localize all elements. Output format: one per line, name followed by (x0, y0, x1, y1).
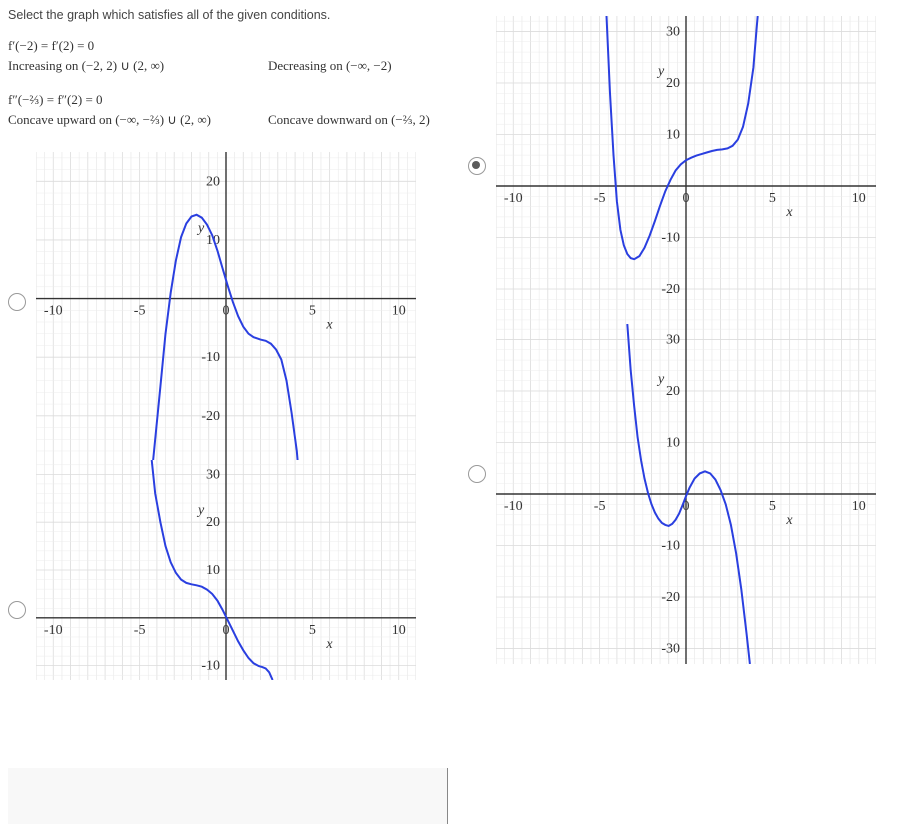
cond-line3: f″(−⅔) = f″(2) = 0 (8, 92, 268, 108)
ytick-label: 20 (206, 515, 220, 530)
graph-svg-C: -10-50510-30-20-10102030xy (496, 16, 876, 356)
graph-svg-D: -10-50510-30-20-10102030xy (496, 324, 876, 664)
ytick-label: 30 (206, 467, 220, 482)
xtick-label: 5 (309, 623, 316, 638)
conditions-block: f′(−2) = f′(2) = 0 Increasing on (−2, 2)… (8, 34, 448, 132)
cond-line4-left: Concave upward on (−∞, −⅔) ∪ (2, ∞) (8, 112, 268, 128)
xtick-label: 10 (852, 499, 866, 514)
y-axis-label: y (196, 221, 205, 236)
xtick-label: 5 (769, 191, 776, 206)
xtick-label: -5 (594, 499, 606, 514)
left-column: Select the graph which satisfies all of … (8, 8, 448, 824)
x-axis-label: x (325, 637, 333, 652)
ytick-label: -20 (661, 282, 680, 297)
right-column: -10-50510-30-20-10102030xy -10-50510-30-… (468, 8, 913, 824)
main-container: Select the graph which satisfies all of … (0, 0, 913, 832)
ytick-label: 20 (666, 76, 680, 91)
cond-line2-left: Increasing on (−2, 2) ∪ (2, ∞) (8, 58, 268, 74)
xtick-label: -5 (134, 623, 146, 638)
xtick-label: 0 (223, 304, 230, 319)
xtick-label: -10 (504, 499, 523, 514)
ytick-label: 10 (666, 127, 680, 142)
ytick-label: -30 (661, 642, 680, 657)
ytick-label: 20 (666, 384, 680, 399)
x-axis-label: x (785, 205, 793, 220)
xtick-label: 5 (769, 499, 776, 514)
xtick-label: 0 (223, 623, 230, 638)
ytick-label: -10 (201, 350, 220, 365)
graph-svg-B: -10 -5 0 5 10 -10 10 20 30 x y (36, 460, 416, 680)
graph-B: -10 -5 0 5 10 -10 10 20 30 x y (36, 460, 416, 760)
graph-option-B[interactable]: -10 -5 0 5 10 -10 10 20 30 x y (8, 460, 448, 760)
ytick-label: 10 (206, 563, 220, 578)
xtick-label: -5 (594, 191, 606, 206)
ytick-label: -10 (661, 539, 680, 554)
graph-option-A[interactable]: -10-50510-30-20-101020xy (8, 152, 448, 452)
xtick-label: 5 (309, 304, 316, 319)
cond-line1: f′(−2) = f′(2) = 0 (8, 38, 268, 54)
xtick-label: 10 (392, 623, 406, 638)
ytick-label: -10 (201, 659, 220, 674)
xtick-label: -5 (134, 304, 146, 319)
y-axis-label: y (656, 64, 665, 79)
cond-line2-right: Decreasing on (−∞, −2) (268, 58, 448, 74)
xtick-label: 10 (392, 304, 406, 319)
radio-C[interactable] (468, 157, 486, 175)
y-axis-label: y (196, 503, 205, 518)
options-right: -10-50510-30-20-10102030xy -10-50510-30-… (468, 8, 908, 632)
radio-B[interactable] (8, 601, 26, 619)
radio-A[interactable] (8, 293, 26, 311)
graph-D: -10-50510-30-20-10102030xy (496, 324, 876, 624)
bottom-spacer (8, 768, 448, 824)
graph-option-D[interactable]: -10-50510-30-20-10102030xy (468, 324, 908, 624)
xtick-label: -10 (44, 304, 63, 319)
ytick-label: -10 (661, 231, 680, 246)
cond-line4-right: Concave downward on (−⅔, 2) (268, 112, 448, 128)
xtick-label: 10 (852, 191, 866, 206)
y-axis-label: y (656, 372, 665, 387)
xtick-label: 0 (683, 191, 690, 206)
options-left: -10-50510-30-20-101020xy -10-50510-10102… (8, 144, 448, 768)
function-curve (607, 16, 758, 259)
graph-C: -10-50510-30-20-10102030xy (496, 16, 876, 316)
ytick-label: 30 (666, 24, 680, 39)
x-axis-label: x (325, 318, 333, 333)
ytick-label: 30 (666, 332, 680, 347)
xtick-label: -10 (44, 623, 63, 638)
graph-svg-A: -10-50510-30-20-101020xy (36, 152, 416, 492)
ytick-label: -20 (661, 590, 680, 605)
x-axis-label: x (785, 513, 793, 528)
ytick-label: -20 (201, 409, 220, 424)
ytick-label: 10 (666, 435, 680, 450)
instructions-text: Select the graph which satisfies all of … (8, 8, 448, 22)
xtick-label: -10 (504, 191, 523, 206)
graph-option-C[interactable]: -10-50510-30-20-10102030xy (468, 16, 908, 316)
radio-D[interactable] (468, 465, 486, 483)
graph-A: -10-50510-30-20-101020xy (36, 152, 416, 452)
ytick-label: 20 (206, 174, 220, 189)
